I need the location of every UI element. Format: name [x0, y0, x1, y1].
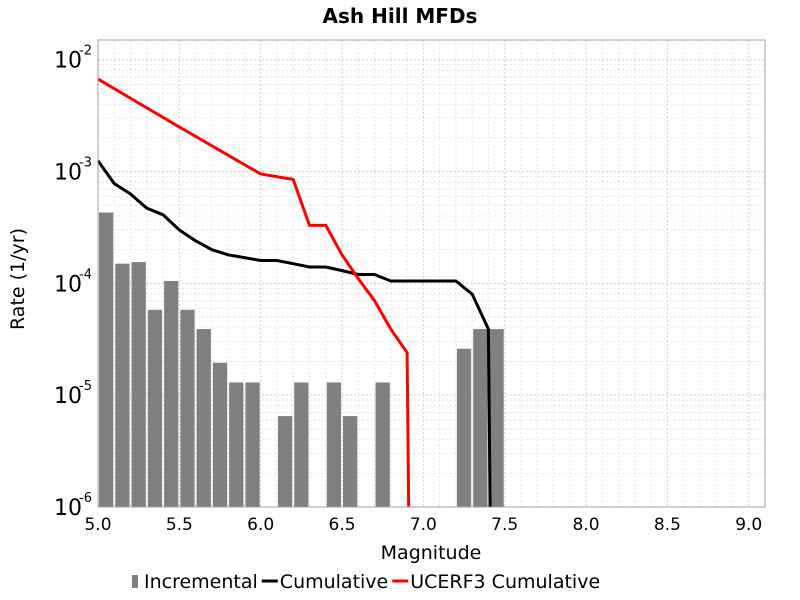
grid	[98, 40, 765, 507]
y-tick-label: 10	[54, 384, 82, 409]
x-tick-label: 7.5	[491, 515, 518, 535]
incremental-bar	[326, 382, 342, 507]
x-tick-label: 8.5	[654, 515, 681, 535]
y-tick-label: 10	[54, 496, 82, 521]
plot-border	[97, 39, 766, 508]
legend: Incremental Cumulative UCERF3 Cumulative	[132, 571, 600, 593]
incremental-bar	[212, 362, 228, 507]
incremental-bar	[375, 382, 390, 507]
incremental-bar	[229, 382, 244, 507]
x-tick-label: 5.0	[84, 515, 111, 535]
x-tick-label: 5.5	[166, 515, 193, 535]
incremental-bar	[196, 329, 211, 507]
legend-label: Cumulative	[280, 571, 388, 593]
y-tick-exponent: -2	[79, 44, 92, 59]
incremental-bar	[343, 416, 358, 507]
cumulative-line	[96, 159, 492, 508]
series-lines	[96, 77, 492, 508]
incremental-bar	[131, 262, 146, 507]
y-tick-exponent: -6	[79, 491, 92, 506]
incremental-bar	[180, 309, 195, 507]
y-tick-labels: 10-610-510-410-310-2	[54, 44, 92, 521]
incremental-bar	[456, 348, 472, 507]
incremental-bar	[245, 382, 260, 507]
legend-label: UCERF3 Cumulative	[410, 571, 600, 593]
x-tick-labels: 5.0 5.5 6.0 6.5 7.0 7.5 8.0 8.5 9.0	[84, 515, 762, 535]
incremental-bars	[99, 212, 504, 508]
y-tick-exponent: -4	[79, 267, 92, 282]
incremental-bar	[99, 212, 114, 508]
y-tick-label: 10	[54, 272, 82, 297]
incremental-bar	[147, 309, 163, 507]
x-tick-label: 8.0	[573, 515, 600, 535]
y-tick-exponent: -5	[79, 379, 92, 394]
ucerf3-cumulative-line	[97, 77, 411, 508]
incremental-bar	[115, 263, 130, 507]
incremental-bar	[489, 329, 504, 507]
x-axis-label: Magnitude	[381, 542, 482, 564]
legend-swatch-incremental	[132, 575, 138, 588]
x-tick-label: 6.5	[329, 515, 356, 535]
incremental-bar	[294, 382, 309, 507]
y-tick-label: 10	[54, 49, 82, 74]
incremental-bar	[164, 280, 179, 507]
x-tick-label: 6.0	[247, 515, 274, 535]
x-tick-label: 7.0	[410, 515, 437, 535]
legend-label: Incremental	[144, 571, 258, 593]
incremental-bar	[277, 416, 293, 507]
x-tick-label: 9.0	[735, 515, 762, 535]
incremental-bar	[473, 329, 488, 507]
chart-title: Ash Hill MFDs	[323, 4, 478, 28]
y-tick-exponent: -3	[79, 156, 92, 171]
y-tick-label: 10	[54, 161, 82, 186]
y-axis-label: Rate (1/yr)	[7, 228, 29, 330]
